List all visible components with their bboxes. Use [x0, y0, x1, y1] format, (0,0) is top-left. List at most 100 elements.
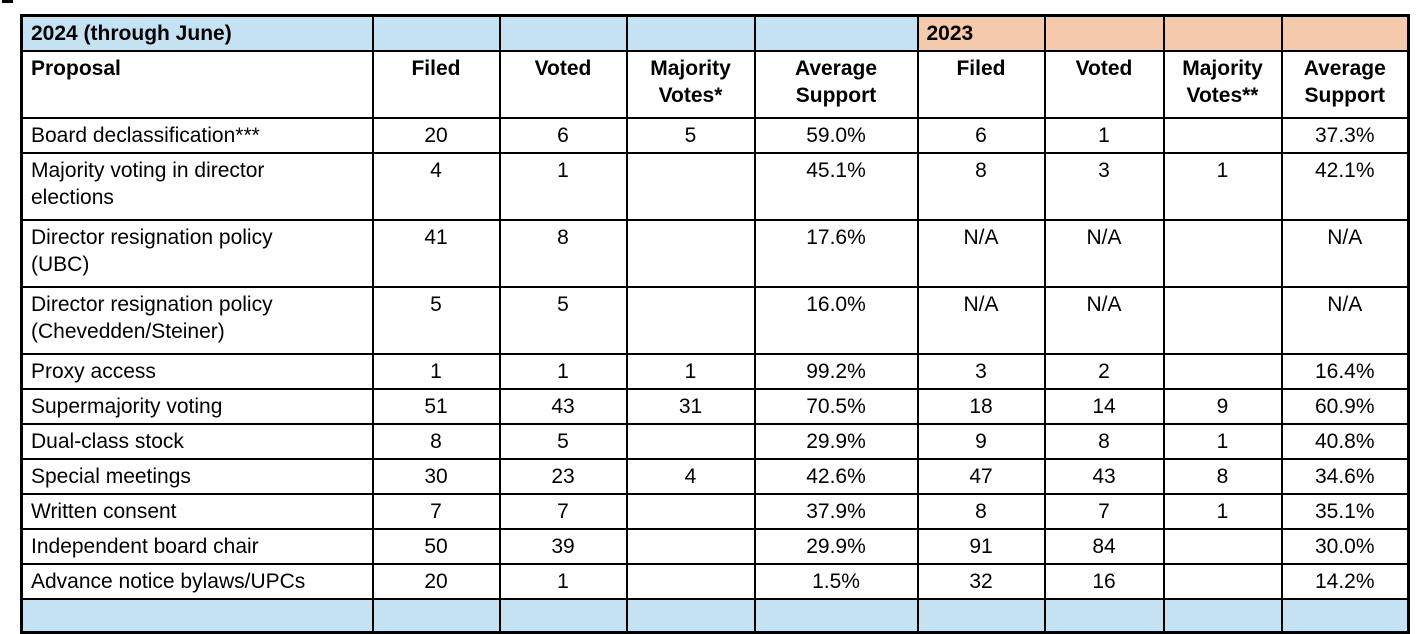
empty-footer-cell: [1043, 598, 1165, 633]
value-cell: 29.9%: [753, 423, 919, 460]
value-cell: 1.5%: [753, 563, 919, 600]
value-cell: 1: [498, 152, 628, 221]
value-cell: 31: [625, 388, 756, 425]
column-header-6: Voted: [1043, 50, 1165, 119]
value-cell: 40.8%: [1280, 423, 1410, 460]
value-cell: [625, 286, 756, 355]
value-cell: 18: [916, 388, 1046, 425]
value-cell: 17.6%: [753, 219, 919, 288]
year-band-spacer-cell: [1043, 14, 1165, 52]
value-cell: 4: [625, 458, 756, 495]
empty-footer-cell: [498, 598, 628, 633]
value-cell: 43: [498, 388, 628, 425]
value-cell: 16: [1043, 563, 1165, 600]
empty-footer-cell: [371, 598, 501, 633]
value-cell: 1: [1162, 152, 1283, 221]
value-cell: 3: [1043, 152, 1165, 221]
value-cell: 42.1%: [1280, 152, 1410, 221]
empty-footer-row: [20, 598, 1410, 633]
value-cell: 9: [1162, 388, 1283, 425]
value-cell: [1162, 286, 1283, 355]
value-cell: 84: [1043, 528, 1165, 565]
year-2023-label: 2023: [916, 14, 1046, 52]
value-cell: 47: [916, 458, 1046, 495]
value-cell: 37.9%: [753, 493, 919, 530]
table-row: Written consent 7 7 37.9% 8 7 1 35.1%: [20, 493, 1410, 530]
value-cell: 5: [371, 286, 501, 355]
year-band-spacer-cell: [625, 14, 756, 52]
value-cell: [625, 563, 756, 600]
value-cell: 59.0%: [753, 117, 919, 154]
proposal-cell: Dual-class stock: [20, 423, 374, 460]
value-cell: 29.9%: [753, 528, 919, 565]
value-cell: 34.6%: [1280, 458, 1410, 495]
proposal-cell: Director resignation policy (UBC): [20, 219, 374, 288]
empty-footer-cell: [625, 598, 756, 633]
value-cell: 45.1%: [753, 152, 919, 221]
value-cell: 23: [498, 458, 628, 495]
table-row: Director resignation policy (Chevedden/S…: [20, 286, 1410, 355]
value-cell: N/A: [1043, 286, 1165, 355]
proposal-cell: Board declassification***: [20, 117, 374, 154]
proposal-cell: Special meetings: [20, 458, 374, 495]
value-cell: 43: [1043, 458, 1165, 495]
value-cell: 8: [1162, 458, 1283, 495]
value-cell: 8: [1043, 423, 1165, 460]
table-row: Advance notice bylaws/UPCs 20 1 1.5% 32 16 14.…: [20, 563, 1410, 600]
year-band-spacer-cell: [371, 14, 501, 52]
value-cell: 4: [371, 152, 501, 221]
year-band-spacer-cell: [1162, 14, 1283, 52]
value-cell: 51: [371, 388, 501, 425]
value-cell: 30.0%: [1280, 528, 1410, 565]
value-cell: 60.9%: [1280, 388, 1410, 425]
proposal-cell: Written consent: [20, 493, 374, 530]
value-cell: [1162, 563, 1283, 600]
table-row: Board declassification*** 20 6 5 59.0% 6 1 37.3…: [20, 117, 1410, 154]
year-band-spacer-cell: [498, 14, 628, 52]
value-cell: 70.5%: [753, 388, 919, 425]
value-cell: 5: [498, 286, 628, 355]
value-cell: 8: [498, 219, 628, 288]
table-row: Dual-class stock 8 5 29.9% 9 8 1 40.8%: [20, 423, 1410, 460]
value-cell: 16.4%: [1280, 353, 1410, 390]
table-body: Board declassification*** 20 6 5 59.0% 6 1 37.3…: [20, 117, 1410, 633]
proposal-cell: Majority voting in director elections: [20, 152, 374, 221]
value-cell: [1162, 353, 1283, 390]
column-header-5: Filed: [916, 50, 1046, 119]
value-cell: 42.6%: [753, 458, 919, 495]
value-cell: N/A: [1043, 219, 1165, 288]
value-cell: 5: [498, 423, 628, 460]
column-header-2: Voted: [498, 50, 628, 119]
value-cell: 99.2%: [753, 353, 919, 390]
value-cell: 1: [498, 353, 628, 390]
table-row: Independent board chair 50 39 29.9% 91 84 30.0…: [20, 528, 1410, 565]
value-cell: 20: [371, 563, 501, 600]
empty-footer-cell: [1162, 598, 1283, 633]
value-cell: 1: [498, 563, 628, 600]
value-cell: 5: [625, 117, 756, 154]
column-header-4: Average Support: [753, 50, 919, 119]
proposal-cell: Proxy access: [20, 353, 374, 390]
table-row: Majority voting in director elections 4 1 4…: [20, 152, 1410, 221]
year-group-row: 2024 (through June) 2023: [20, 14, 1410, 52]
value-cell: 7: [498, 493, 628, 530]
value-cell: 91: [916, 528, 1046, 565]
value-cell: 39: [498, 528, 628, 565]
value-cell: 7: [1043, 493, 1165, 530]
value-cell: 6: [916, 117, 1046, 154]
value-cell: 8: [371, 423, 501, 460]
value-cell: 9: [916, 423, 1046, 460]
value-cell: [1162, 219, 1283, 288]
value-cell: 1: [625, 353, 756, 390]
shareholder-proposals-table: 2024 (through June) 2023 Proposal Filed Vot…: [20, 14, 1410, 634]
value-cell: [625, 423, 756, 460]
value-cell: N/A: [916, 286, 1046, 355]
proposal-cell: Independent board chair: [20, 528, 374, 565]
year-2024-label: 2024 (through June): [20, 14, 374, 52]
value-cell: [625, 219, 756, 288]
proposal-cell: Director resignation policy (Chevedden/S…: [20, 286, 374, 355]
empty-footer-cell: [1280, 598, 1410, 633]
value-cell: 30: [371, 458, 501, 495]
empty-footer-cell: [753, 598, 919, 633]
year-band-spacer-cell: [753, 14, 919, 52]
